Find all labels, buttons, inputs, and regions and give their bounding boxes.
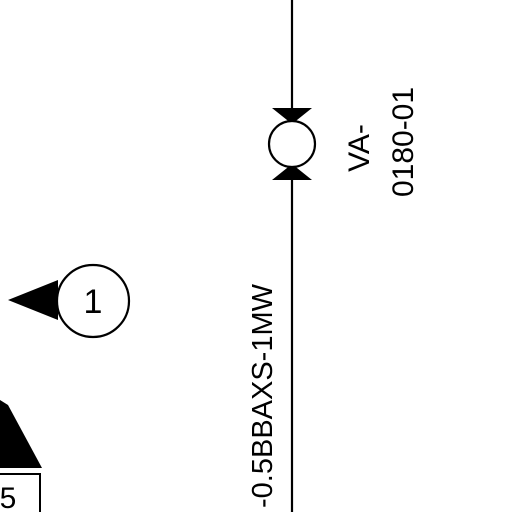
valve-tag-line2: 0180-01 <box>387 87 420 197</box>
valve-tag-line1: VA- <box>343 124 376 172</box>
valve-symbol <box>267 108 317 180</box>
line-designation-label: -0.5BBAXS-1MW <box>247 283 279 508</box>
partial-box <box>0 473 41 512</box>
valve-body-circle <box>267 119 317 169</box>
partial-edge-symbol: 5 <box>0 400 42 512</box>
callout-pointer <box>8 280 58 320</box>
callout-marker: 1 <box>8 263 131 339</box>
valve-top-wedge <box>272 108 312 124</box>
valve-bottom-wedge <box>272 164 312 180</box>
callout-circle <box>55 263 131 339</box>
partial-triangle <box>0 400 42 468</box>
partial-label: 5 <box>0 482 16 512</box>
callout-number: 1 <box>84 283 103 321</box>
